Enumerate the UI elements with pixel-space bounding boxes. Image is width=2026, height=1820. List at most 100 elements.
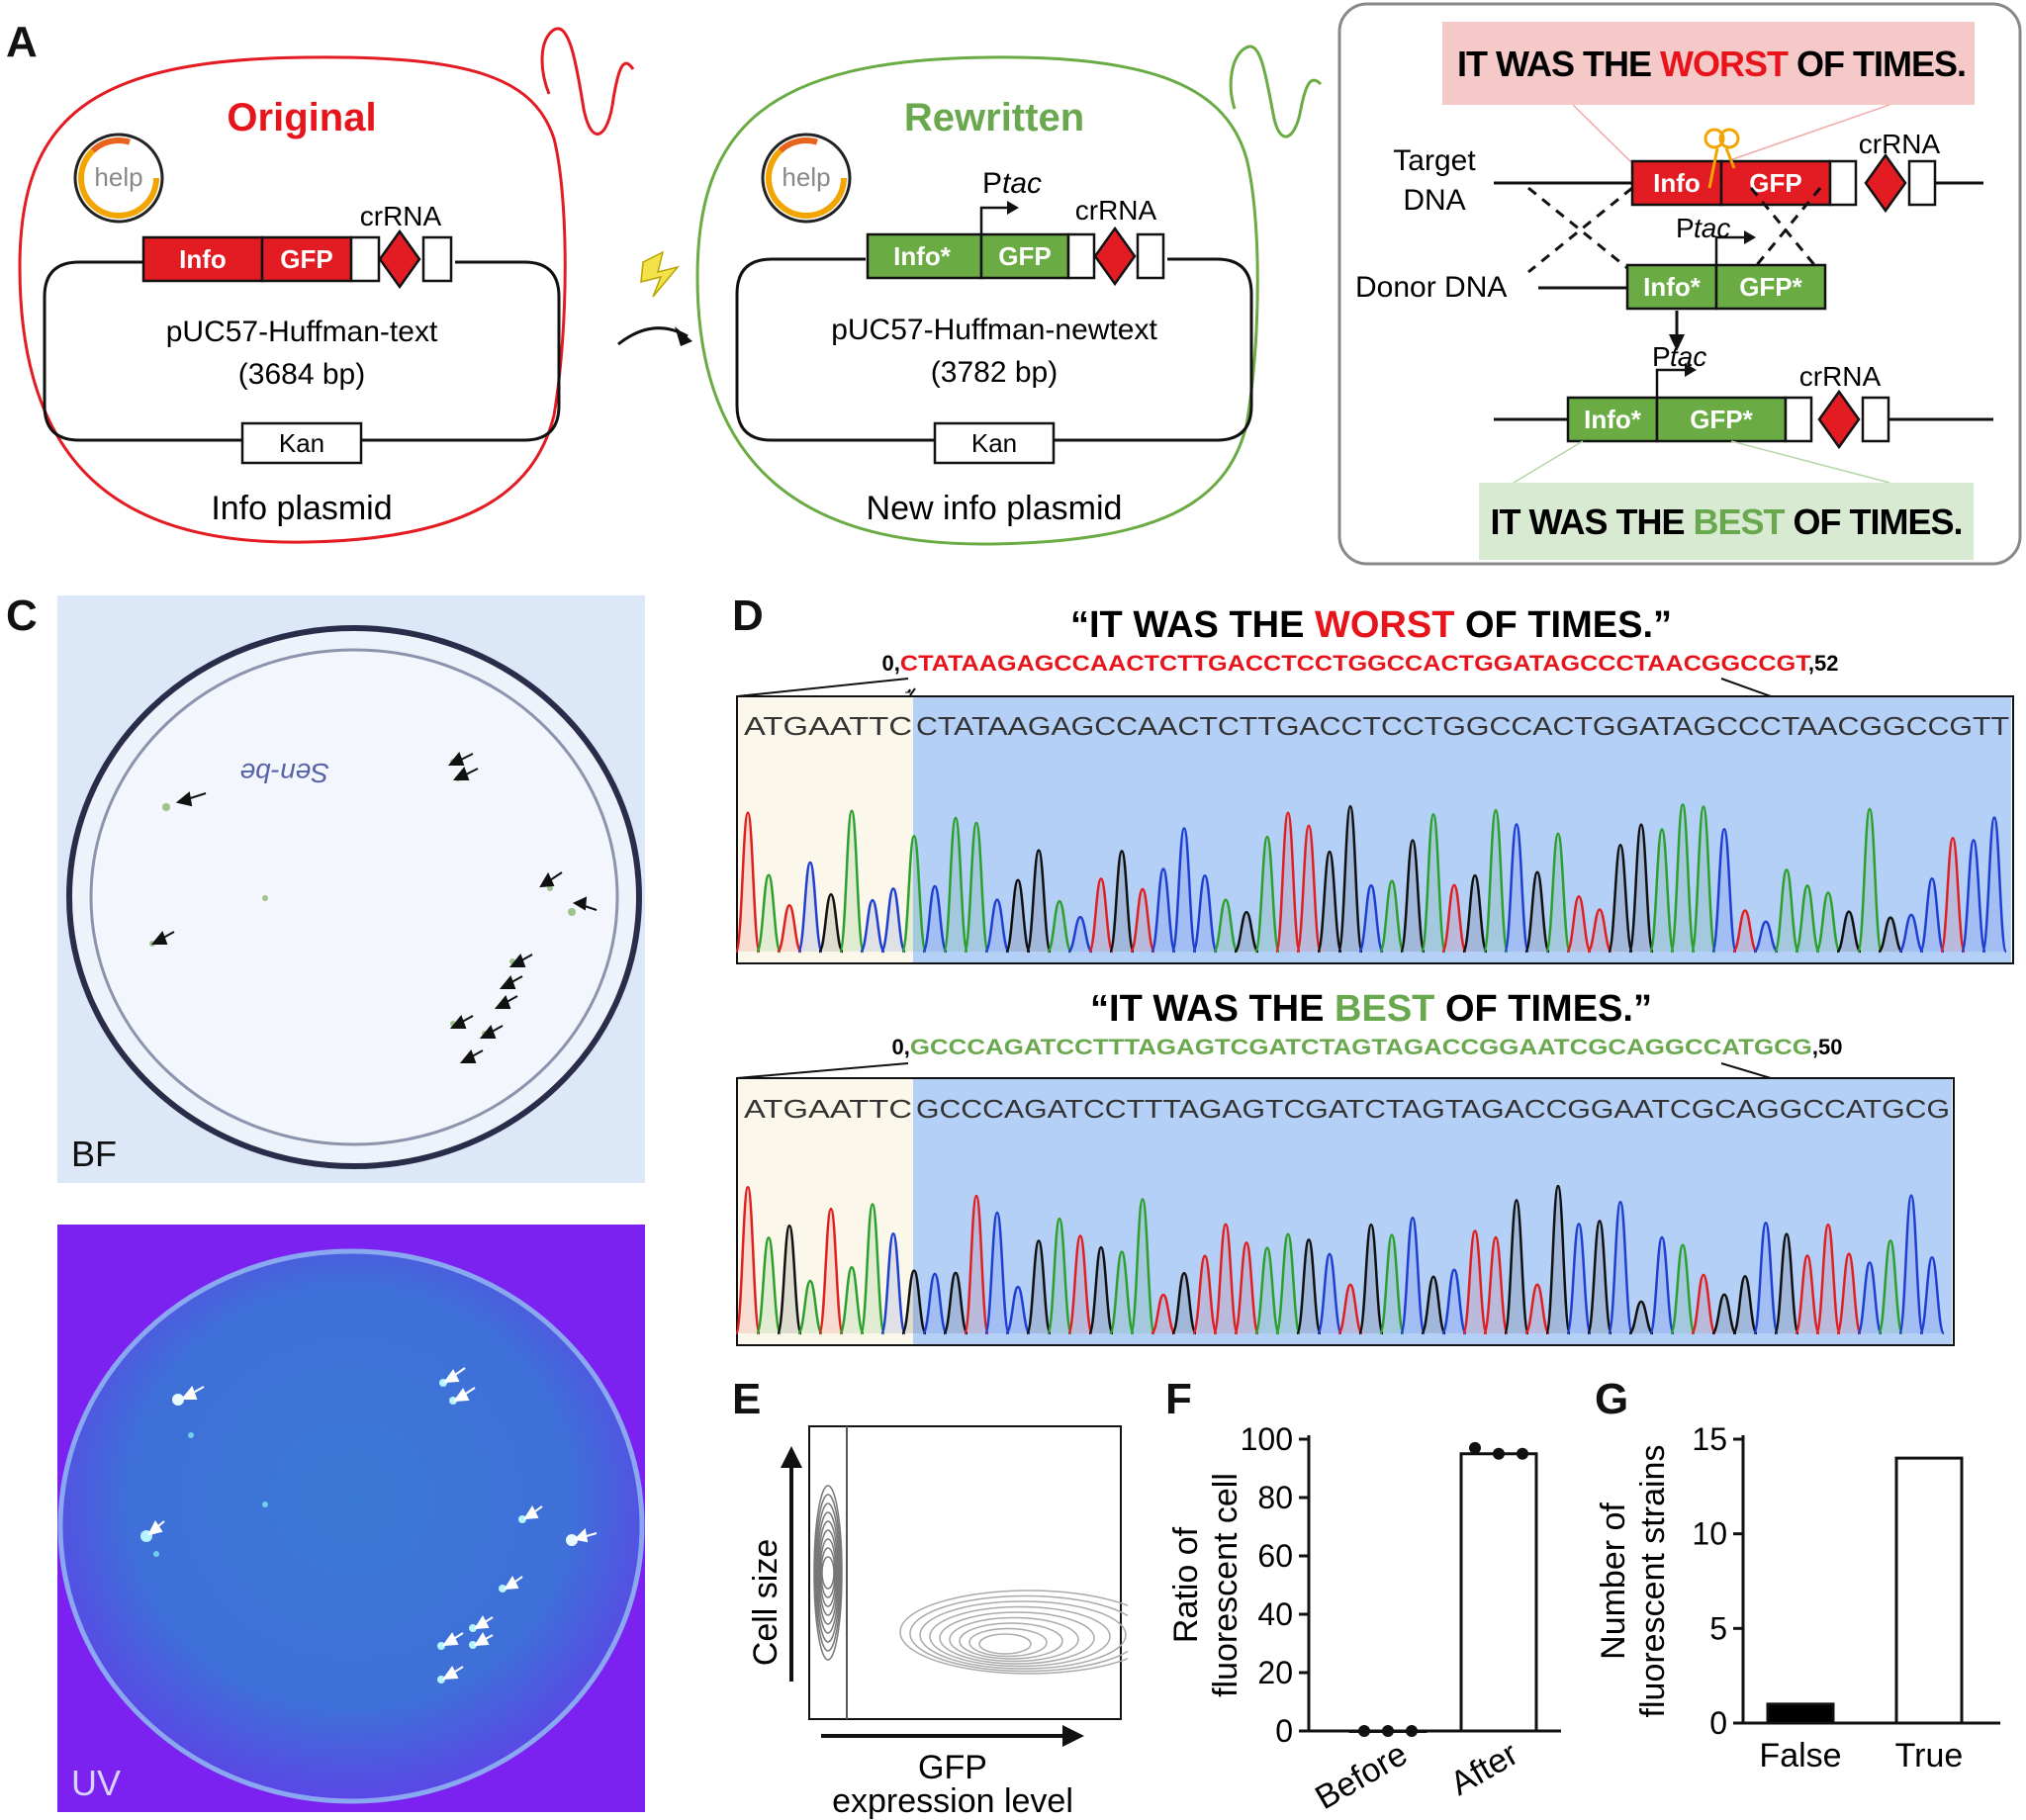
trace-peak bbox=[1710, 1293, 1738, 1335]
trace-peak bbox=[1918, 876, 1946, 954]
data-point bbox=[1493, 1447, 1505, 1460]
svg-text:GFP: GFP bbox=[280, 244, 332, 274]
trace-peak bbox=[1295, 824, 1323, 954]
trace-peak bbox=[1690, 805, 1717, 954]
plate-handwriting: Sen-be bbox=[240, 758, 329, 788]
contour-populations bbox=[813, 1485, 1128, 1675]
contour-positive bbox=[899, 1590, 1128, 1675]
svg-text:crRNA: crRNA bbox=[1859, 129, 1941, 159]
trace-peak bbox=[1087, 1245, 1115, 1335]
trace-peak bbox=[963, 821, 990, 954]
trace-peak bbox=[1877, 1239, 1904, 1335]
svg-text:Donor DNA: Donor DNA bbox=[1355, 271, 1507, 304]
flagellum-icon bbox=[540, 27, 635, 136]
trace-peak bbox=[1773, 868, 1800, 954]
trace-peak bbox=[1690, 1273, 1717, 1335]
trace-peak bbox=[859, 1203, 886, 1335]
bracket-right-bottom bbox=[1720, 1062, 1772, 1079]
svg-text:Target: Target bbox=[1393, 144, 1476, 177]
contour-positive bbox=[939, 1611, 1095, 1665]
trace-peak bbox=[1648, 828, 1676, 954]
lightning-icon bbox=[640, 250, 681, 298]
trace-peak bbox=[1170, 827, 1198, 954]
bracket-right-top bbox=[1720, 678, 1772, 697]
best-sequence: 0,GCCCAGATCCTTTAGAGTCGATCTAGTAGACCGGAATC… bbox=[892, 1035, 1843, 1059]
contour-negative bbox=[817, 1520, 839, 1625]
panel-label-d: D bbox=[732, 592, 764, 640]
trace-peak bbox=[734, 1185, 762, 1335]
contour-positive bbox=[978, 1633, 1032, 1655]
svg-text:pUC57-Huffman-newtext: pUC57-Huffman-newtext bbox=[831, 314, 1157, 346]
y-axis-label: Number offluorescent strains bbox=[1595, 1445, 1672, 1718]
x-tick-label: False bbox=[1759, 1737, 1841, 1774]
trace-peak bbox=[1191, 1254, 1219, 1335]
trace-peak bbox=[1170, 1271, 1198, 1335]
trace-peak bbox=[1399, 1216, 1427, 1335]
trace-peak bbox=[1129, 1198, 1156, 1335]
trace-peak bbox=[1129, 887, 1156, 954]
svg-text:crRNA: crRNA bbox=[1075, 195, 1157, 226]
trace-peak bbox=[1316, 1252, 1343, 1335]
trace-peak bbox=[879, 887, 907, 954]
trace-peak bbox=[1878, 916, 1903, 954]
svg-text:Info*: Info* bbox=[1584, 405, 1642, 434]
trace-peak bbox=[838, 1266, 866, 1335]
trace-peak bbox=[1440, 1268, 1468, 1335]
svg-text:Rewritten: Rewritten bbox=[904, 96, 1084, 139]
y-tick-label: 0 bbox=[1275, 1713, 1293, 1749]
bar bbox=[1894, 1456, 1964, 1725]
trace-peak bbox=[1399, 839, 1427, 954]
trace-peak bbox=[1253, 1246, 1281, 1335]
trace-peak bbox=[1482, 1235, 1510, 1335]
transformation-arrow bbox=[617, 250, 692, 346]
trace-peak bbox=[1939, 836, 1967, 954]
rewritten-cell: Rewritten help Kan Info* GFP P tac crRNA… bbox=[695, 45, 1323, 546]
panel-label-e: E bbox=[732, 1375, 762, 1423]
trace-peak bbox=[1482, 808, 1510, 954]
panel-b-diagram: IT WAS THE WORST OF TIMES. Target DNA In… bbox=[1337, 2, 2022, 566]
svg-text:(3782 bp): (3782 bp) bbox=[931, 356, 1058, 389]
trace-peak bbox=[1794, 1254, 1821, 1335]
trace-peak bbox=[1461, 1229, 1489, 1335]
trace-peak bbox=[1233, 1241, 1260, 1335]
trace-peak bbox=[1607, 844, 1634, 954]
svg-text:Info*: Info* bbox=[893, 241, 952, 271]
trace-peak bbox=[1565, 1223, 1593, 1335]
trace-peak bbox=[1295, 1238, 1323, 1335]
contour-negative bbox=[816, 1511, 840, 1634]
trace-peak bbox=[776, 904, 803, 954]
bf-label: BF bbox=[71, 1134, 118, 1174]
best-quote: “IT WAS THE BEST OF TIMES.” bbox=[1090, 988, 1652, 1030]
contour-negative bbox=[821, 1556, 835, 1590]
trace-peak bbox=[900, 835, 928, 954]
trace-peak bbox=[1980, 816, 2008, 954]
flow-plot-frame bbox=[808, 1425, 1122, 1720]
svg-text:Info plasmid: Info plasmid bbox=[211, 490, 392, 527]
chromatogram-top bbox=[734, 803, 2008, 954]
trace-peak bbox=[1440, 883, 1468, 954]
trace-peak bbox=[942, 1271, 969, 1335]
trace-peak bbox=[1212, 898, 1240, 954]
trace-peak bbox=[1046, 1217, 1073, 1335]
contour-negative bbox=[820, 1547, 836, 1598]
trace-peak bbox=[1731, 1274, 1759, 1335]
trace-peak bbox=[1752, 1222, 1780, 1335]
bracket-left-bottom bbox=[736, 1062, 909, 1079]
svg-text:GFP: GFP bbox=[918, 1749, 987, 1786]
trace-peak bbox=[1503, 1199, 1530, 1335]
svg-text:CTATAAGAGCCAACTCTTGACCTCCTGGCC: CTATAAGAGCCAACTCTTGACCTCCTGGCCACTGGATAGC… bbox=[916, 711, 2009, 741]
contour-positive bbox=[968, 1627, 1048, 1658]
worst-band bbox=[1442, 22, 1975, 105]
trace-peak bbox=[921, 884, 949, 954]
original-cell: Original help Kan Info GFP crRNA pUC57-H… bbox=[18, 27, 635, 544]
trace-peak bbox=[1253, 835, 1281, 954]
svg-text:crRNA: crRNA bbox=[360, 201, 442, 231]
trace-peak bbox=[1856, 1261, 1884, 1335]
svg-text:Info: Info bbox=[1653, 168, 1701, 198]
y-tick-label: 80 bbox=[1257, 1480, 1293, 1515]
bar bbox=[1766, 1702, 1835, 1725]
x-tick-label: True bbox=[1895, 1737, 1964, 1774]
svg-text:Info: Info bbox=[179, 244, 227, 274]
trace-peak bbox=[1669, 803, 1697, 954]
svg-text:crRNA: crRNA bbox=[1799, 361, 1882, 392]
